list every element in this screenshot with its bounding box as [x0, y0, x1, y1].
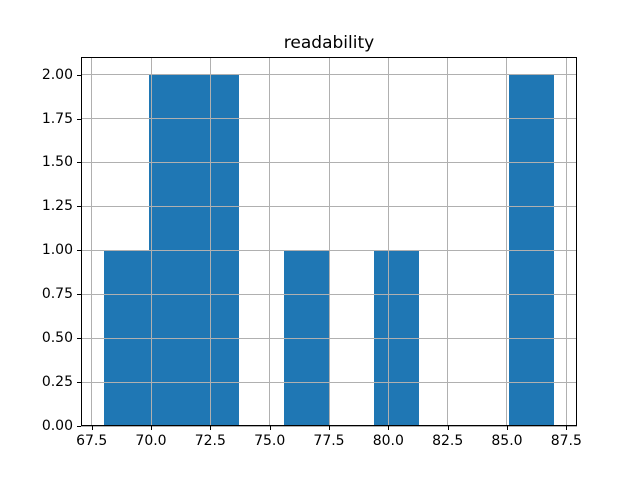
vertical-gridline	[506, 57, 508, 426]
horizontal-gridline	[81, 381, 577, 383]
vertical-gridline	[328, 57, 330, 426]
y-tick-mark	[77, 382, 81, 384]
y-tick-mark	[77, 206, 81, 208]
y-tick-mark	[77, 338, 81, 340]
y-tick-label: 1.50	[41, 154, 73, 171]
vertical-gridline	[209, 57, 211, 426]
vertical-gridline	[447, 57, 449, 426]
x-tick-mark	[388, 426, 390, 430]
y-tick-label: 1.25	[41, 198, 73, 215]
x-tick-mark	[566, 426, 568, 430]
x-tick-label: 75.0	[254, 433, 286, 449]
vertical-gridline	[565, 57, 567, 426]
vertical-gridline	[150, 57, 152, 426]
vertical-gridline	[387, 57, 389, 426]
horizontal-gridline	[81, 293, 577, 295]
y-tick-label: 0.00	[41, 418, 73, 434]
vertical-gridline	[269, 57, 271, 426]
horizontal-gridline	[81, 118, 577, 119]
y-tick-mark	[77, 426, 81, 427]
x-tick-mark	[447, 426, 449, 430]
y-tick-mark	[77, 294, 81, 296]
x-tick-mark	[269, 426, 271, 430]
y-tick-label: 1.75	[41, 110, 73, 127]
x-tick-mark	[506, 426, 508, 430]
x-tick-label: 80.0	[372, 433, 404, 449]
x-tick-label: 82.5	[432, 433, 464, 449]
y-tick-mark	[77, 118, 81, 120]
x-tick-mark	[329, 426, 330, 430]
y-tick-label: 1.00	[41, 242, 73, 259]
y-tick-label: 0.75	[41, 286, 73, 303]
x-tick-label: 67.5	[76, 433, 108, 449]
horizontal-gridline	[81, 249, 577, 251]
x-tick-label: 70.0	[135, 433, 167, 449]
x-tick-mark	[151, 426, 152, 430]
vertical-gridline	[91, 57, 93, 426]
horizontal-gridline	[81, 205, 577, 207]
y-tick-label: 0.25	[41, 374, 73, 391]
horizontal-gridline	[81, 337, 577, 339]
y-tick-mark	[77, 250, 81, 252]
y-tick-mark	[77, 162, 81, 164]
x-tick-label: 77.5	[313, 433, 345, 449]
grid-layer	[81, 57, 577, 427]
horizontal-gridline	[81, 161, 577, 163]
chart-title: readability	[283, 33, 375, 53]
horizontal-gridline	[81, 74, 577, 76]
y-tick-mark	[77, 74, 81, 76]
x-tick-mark	[91, 426, 93, 430]
y-tick-label: 0.50	[41, 330, 73, 347]
x-tick-label: 85.0	[491, 433, 523, 449]
x-tick-mark	[210, 426, 212, 430]
plot-area	[81, 57, 577, 427]
x-tick-label: 87.5	[550, 433, 582, 449]
x-tick-label: 72.5	[194, 433, 226, 449]
y-tick-label: 2.00	[41, 66, 73, 83]
